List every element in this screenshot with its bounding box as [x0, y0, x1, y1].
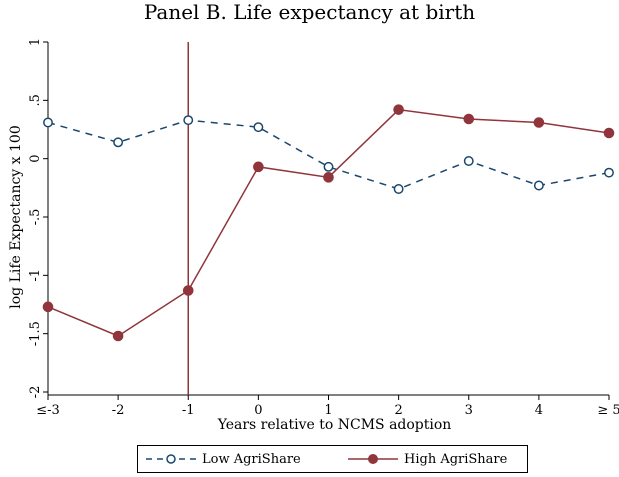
- legend-swatch-high-agrishare: [348, 454, 398, 464]
- data-point: [533, 117, 545, 128]
- legend-item-high-agrishare: High AgriShare: [348, 446, 507, 472]
- x-axis: ≤-3 -2 -1 0 1 2 3 4 ≥ 5: [36, 394, 619, 418]
- data-point: [42, 301, 54, 313]
- x-tick-label: 2: [394, 403, 402, 418]
- y-axis: 1 .5 0 -.5 -1 -1.5 -2: [28, 38, 49, 399]
- data-point: [43, 117, 53, 128]
- y-tick-label: -1.5: [28, 321, 43, 346]
- data-point: [393, 184, 404, 194]
- y-tick-label: 0: [28, 155, 43, 163]
- series-line: [47, 108, 610, 337]
- data-point: [603, 127, 615, 139]
- y-tick-label: -2: [28, 386, 43, 399]
- data-point: [182, 285, 194, 296]
- series-1: [42, 104, 615, 342]
- series-0: [43, 115, 614, 194]
- data-point: [323, 172, 334, 183]
- x-tick-label: 3: [465, 403, 473, 418]
- y-tick-label: .5: [28, 94, 43, 106]
- legend-swatch-low-agrishare: [146, 454, 196, 464]
- data-point: [253, 122, 264, 133]
- chart-title: Panel B. Life expectancy at birth: [143, 0, 476, 24]
- data-point: [183, 115, 194, 126]
- legend-label-low-agrishare: Low AgriShare: [202, 451, 301, 467]
- legend-item-low-agrishare: Low AgriShare: [146, 446, 301, 472]
- x-tick-label: 1: [324, 403, 332, 418]
- data-point: [463, 156, 474, 166]
- x-tick-label: ≤-3: [36, 403, 60, 418]
- legend-label-high-agrishare: High AgriShare: [404, 451, 508, 467]
- x-tick-label: 0: [254, 403, 262, 418]
- x-tick-label: -2: [112, 403, 125, 418]
- data-point: [253, 161, 264, 173]
- data-point: [533, 180, 544, 191]
- y-tick-label: 1: [28, 38, 43, 46]
- data-point: [604, 167, 614, 178]
- data-point: [323, 161, 334, 172]
- data-point: [113, 137, 124, 148]
- data-point: [112, 330, 124, 342]
- legend: Low AgriShare High AgriShare: [137, 445, 528, 473]
- x-tick-label: ≥ 5: [597, 403, 619, 418]
- series-line: [47, 119, 610, 190]
- x-axis-title: Years relative to NCMS adoption: [217, 417, 452, 433]
- series-layer: [42, 104, 615, 342]
- y-tick-label: -.5: [28, 209, 43, 226]
- x-tick-label: 4: [535, 403, 543, 418]
- y-axis-title: log Life Expectancy x 100: [8, 125, 24, 308]
- y-tick-label: -1: [28, 269, 43, 282]
- data-point: [463, 113, 475, 125]
- plot-area: 1 .5 0 -.5 -1 -1.5 -2 ≤-3 -2 -1 0 1 2 3 4 ≥ 5 Years re…: [8, 38, 619, 433]
- data-point: [393, 104, 404, 115]
- x-tick-label: -1: [182, 403, 195, 418]
